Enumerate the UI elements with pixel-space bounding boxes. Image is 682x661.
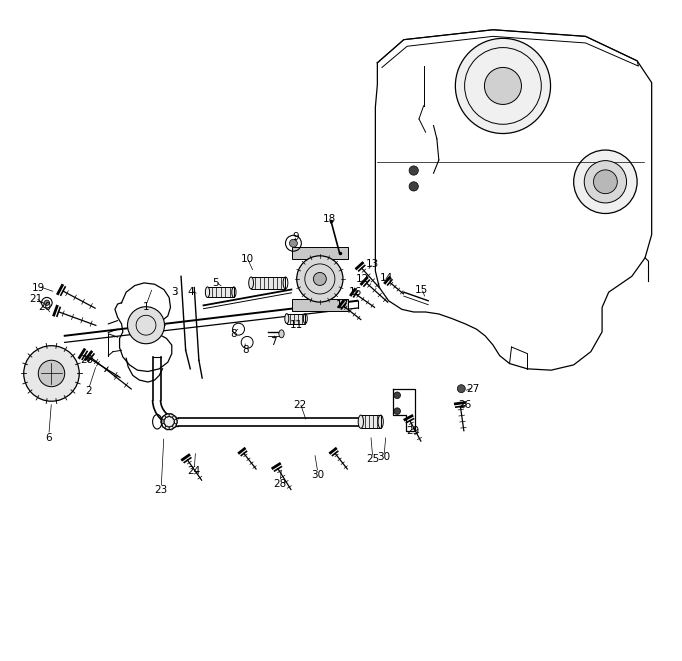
Text: 8: 8 xyxy=(242,345,248,356)
Text: 7: 7 xyxy=(270,337,277,348)
Ellipse shape xyxy=(161,414,177,430)
Circle shape xyxy=(394,392,400,399)
Text: 15: 15 xyxy=(415,284,428,295)
Text: 12: 12 xyxy=(355,274,369,284)
Circle shape xyxy=(574,150,637,214)
Text: 22: 22 xyxy=(293,399,307,410)
Circle shape xyxy=(128,307,164,344)
Text: 26: 26 xyxy=(458,399,472,410)
Ellipse shape xyxy=(205,287,209,297)
Text: 29: 29 xyxy=(406,426,419,436)
Circle shape xyxy=(394,408,400,414)
Text: 19: 19 xyxy=(31,282,45,293)
Circle shape xyxy=(409,166,418,175)
Ellipse shape xyxy=(249,277,254,289)
Bar xyxy=(287,313,306,323)
Text: 18: 18 xyxy=(323,214,336,225)
Text: 4: 4 xyxy=(187,287,194,297)
Text: 21: 21 xyxy=(29,293,42,304)
Circle shape xyxy=(297,256,343,302)
Ellipse shape xyxy=(358,415,364,428)
Circle shape xyxy=(456,38,550,134)
Circle shape xyxy=(289,239,297,247)
Text: 23: 23 xyxy=(155,485,168,496)
Text: 20: 20 xyxy=(80,355,93,366)
Circle shape xyxy=(313,272,326,286)
Text: 30: 30 xyxy=(377,452,391,463)
Text: 9: 9 xyxy=(293,231,299,242)
Text: 2: 2 xyxy=(85,386,92,397)
Text: 24: 24 xyxy=(188,465,201,476)
Text: 1: 1 xyxy=(143,302,149,313)
Text: 28: 28 xyxy=(273,479,287,489)
Text: 11: 11 xyxy=(289,320,303,330)
Ellipse shape xyxy=(279,330,284,338)
Circle shape xyxy=(593,170,617,194)
Bar xyxy=(361,415,381,428)
Ellipse shape xyxy=(285,314,288,323)
Bar xyxy=(292,247,348,259)
Bar xyxy=(251,277,286,289)
Text: 16: 16 xyxy=(349,287,362,297)
Circle shape xyxy=(44,300,50,305)
Bar xyxy=(207,287,234,297)
Text: 25: 25 xyxy=(366,454,379,465)
Text: 27: 27 xyxy=(466,383,480,394)
Circle shape xyxy=(24,346,79,401)
Text: 30: 30 xyxy=(311,469,325,480)
Text: 17: 17 xyxy=(336,300,349,311)
Text: 14: 14 xyxy=(379,272,393,283)
Circle shape xyxy=(484,67,522,104)
Bar xyxy=(292,299,348,311)
Text: 10: 10 xyxy=(241,254,254,264)
Text: 6: 6 xyxy=(46,432,52,443)
Circle shape xyxy=(584,161,627,203)
Circle shape xyxy=(409,182,418,191)
Circle shape xyxy=(458,385,465,393)
Text: 5: 5 xyxy=(212,278,219,288)
Text: 13: 13 xyxy=(366,259,379,270)
Text: 20: 20 xyxy=(38,302,51,313)
Text: 8: 8 xyxy=(231,329,237,339)
Text: 3: 3 xyxy=(171,287,178,297)
Circle shape xyxy=(38,360,65,387)
